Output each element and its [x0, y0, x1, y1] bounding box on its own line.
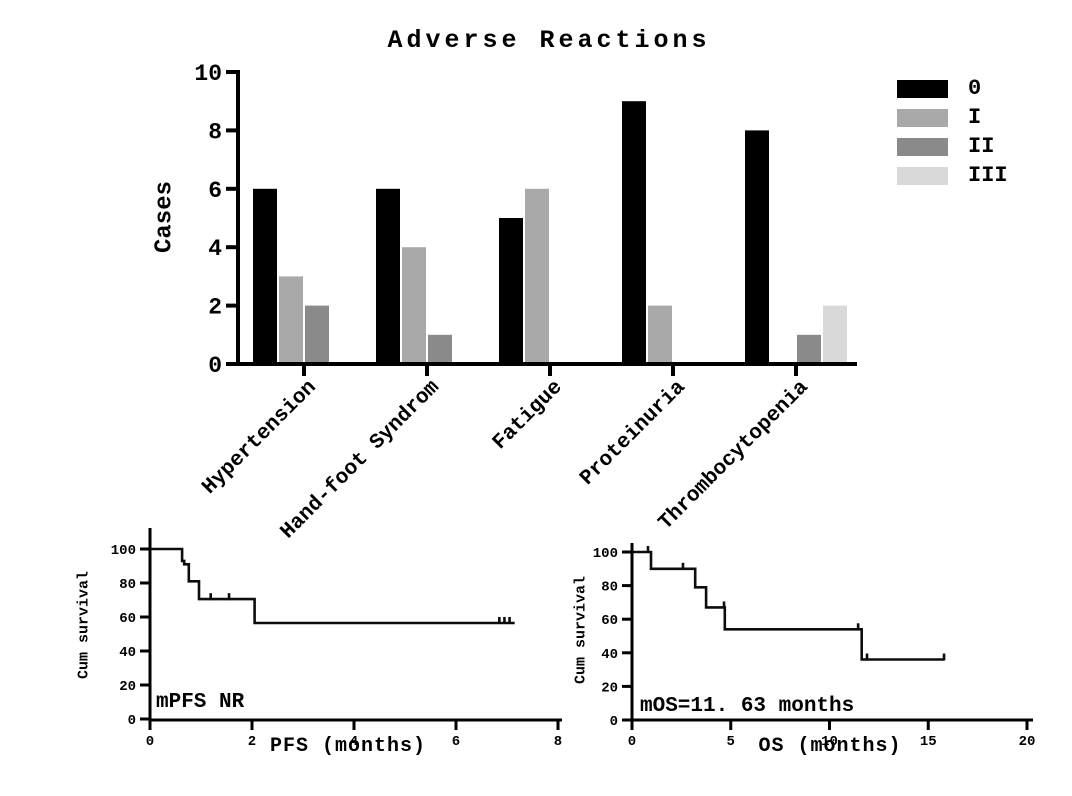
bar-thrombocytopenia-grade-0: [745, 130, 769, 364]
bar-hand-foot-syndrom-grade-0: [376, 188, 400, 364]
os-x-tick-label: 15: [920, 734, 937, 750]
bar-y-tick-label: 8: [208, 119, 222, 145]
bar-hypertension-grade-0: [253, 188, 277, 364]
os-y-tick-label: 80: [601, 580, 618, 596]
bar-y-tick-label: 6: [208, 178, 222, 204]
bar-chart-legend: 0 I II III: [897, 76, 1057, 200]
pfs-y-tick-label: 80: [119, 577, 136, 593]
bar-category-label: Fatigue: [489, 376, 568, 455]
pfs-x-tick-label: 0: [146, 734, 154, 750]
bar-y-tick-label: 10: [194, 61, 222, 87]
pfs-y-axis-label: Cum survival: [75, 570, 93, 680]
bar-proteinuria-grade-i: [648, 305, 672, 364]
os-x-tick-label: 0: [628, 734, 636, 750]
legend-item-iii: III: [897, 163, 1008, 188]
pfs-annotation: mPFS NR: [156, 691, 245, 714]
os-x-tick-label: 10: [821, 734, 838, 750]
bar-category-label: Proteinuria: [576, 376, 691, 491]
bar-hypertension-grade-ii: [305, 305, 329, 364]
bar-hand-foot-syndrom-grade-ii: [428, 334, 452, 364]
legend-label: III: [968, 163, 1008, 188]
bar-category-label: Hypertension: [198, 376, 321, 499]
os-survival-curve: [632, 550, 944, 661]
pfs-survival-curve: [150, 547, 515, 625]
pfs-y-tick-label: 40: [119, 645, 136, 661]
bar-proteinuria-grade-0: [622, 101, 646, 364]
os-y-tick-label: 40: [601, 647, 618, 663]
bar-fatigue-grade-0: [499, 218, 523, 364]
bar-y-tick-label: 0: [208, 353, 222, 379]
os-y-tick-label: 60: [601, 613, 618, 629]
legend-swatch-i: [897, 109, 948, 127]
bar-chart-y-axis-label: Cases: [151, 180, 179, 254]
pfs-y-tick-label: 0: [128, 713, 136, 729]
pfs-x-tick-label: 2: [248, 734, 256, 750]
os-x-axis-label: OS (months): [758, 735, 902, 758]
os-y-tick-label: 0: [610, 714, 618, 730]
bar-thrombocytopenia-grade-ii: [797, 334, 821, 364]
legend-item-0: 0: [897, 76, 982, 101]
legend-label: 0: [968, 76, 982, 101]
os-annotation: mOS=11. 63 months: [640, 695, 855, 718]
bar-hypertension-grade-i: [279, 276, 303, 364]
bar-thrombocytopenia-grade-iii: [823, 305, 847, 364]
pfs-x-axis-label: PFS (months): [269, 735, 427, 758]
legend-item-i: I: [897, 105, 982, 130]
legend-swatch-iii: [897, 167, 948, 185]
pfs-x-tick-label: 4: [350, 734, 358, 750]
bar-chart-title: Adverse Reactions: [387, 26, 711, 55]
bar-y-tick-label: 4: [208, 236, 222, 262]
bar-hand-foot-syndrom-grade-i: [402, 247, 426, 364]
os-x-tick-label: 5: [727, 734, 735, 750]
pfs-y-tick-label: 100: [111, 543, 136, 559]
legend-label: I: [968, 105, 982, 130]
bar-y-tick-label: 2: [208, 295, 222, 321]
legend-swatch-ii: [897, 138, 948, 156]
pfs-y-tick-label: 60: [119, 611, 136, 627]
os-y-tick-label: 20: [601, 680, 618, 696]
bar-fatigue-grade-i: [525, 188, 549, 364]
pfs-x-tick-label: 6: [452, 734, 460, 750]
os-y-axis-label: Cum survival: [572, 575, 590, 685]
pfs-x-tick-label: 8: [554, 734, 562, 750]
os-x-tick-label: 20: [1019, 734, 1036, 750]
legend-swatch-0: [897, 80, 948, 98]
legend-item-ii: II: [897, 134, 995, 159]
pfs-y-tick-label: 20: [119, 679, 136, 695]
os-y-tick-label: 100: [593, 546, 618, 562]
legend-label: II: [968, 134, 995, 159]
